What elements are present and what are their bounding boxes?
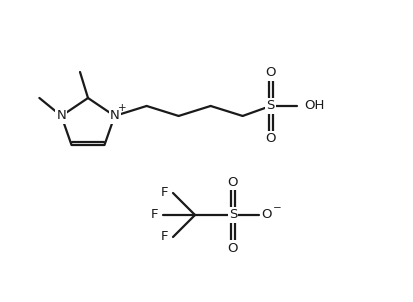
Text: O: O bbox=[265, 133, 275, 146]
Text: S: S bbox=[228, 208, 237, 221]
Text: F: F bbox=[161, 187, 169, 200]
Text: N: N bbox=[56, 109, 66, 123]
Text: O: O bbox=[265, 66, 275, 79]
Text: F: F bbox=[161, 230, 169, 243]
Text: O: O bbox=[261, 208, 272, 221]
Text: −: − bbox=[272, 203, 281, 213]
Text: O: O bbox=[227, 175, 237, 188]
Text: OH: OH bbox=[304, 99, 324, 112]
Text: F: F bbox=[151, 208, 158, 221]
Text: +: + bbox=[118, 103, 127, 113]
Text: N: N bbox=[109, 109, 119, 123]
Text: S: S bbox=[266, 99, 274, 112]
Text: O: O bbox=[227, 242, 237, 255]
